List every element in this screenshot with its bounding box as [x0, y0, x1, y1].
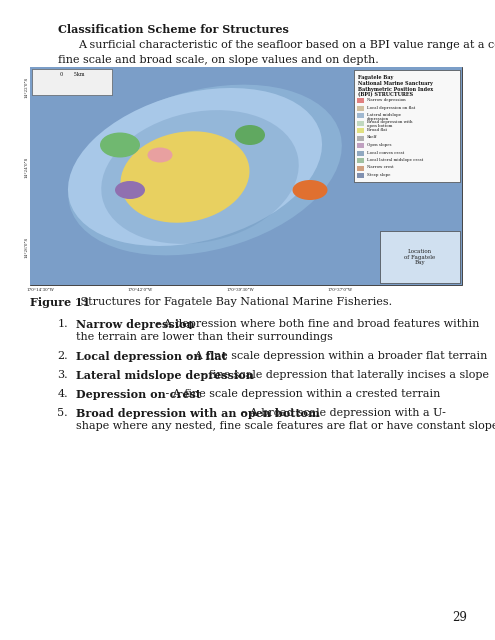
Text: Narrow crest: Narrow crest — [367, 166, 394, 170]
Text: Local convex crest: Local convex crest — [367, 150, 404, 154]
Bar — [357, 136, 364, 141]
Text: Narrow depression: Narrow depression — [367, 98, 405, 102]
Bar — [30, 67, 462, 285]
Text: Lateral midslope depression: Lateral midslope depression — [76, 370, 254, 381]
Text: 14°24'0"S: 14°24'0"S — [24, 156, 28, 178]
Ellipse shape — [293, 180, 328, 200]
Text: 3.: 3. — [57, 370, 68, 380]
Ellipse shape — [101, 110, 299, 244]
Text: Narrow depression: Narrow depression — [76, 319, 195, 330]
Text: Steep slope: Steep slope — [367, 173, 391, 177]
Text: Depression on crest: Depression on crest — [76, 389, 201, 400]
Text: shape where any nested, fine scale features are flat or have constant slope: shape where any nested, fine scale featu… — [76, 421, 495, 431]
Bar — [357, 98, 364, 103]
Bar — [357, 106, 364, 111]
Text: - A broad scale depression with a U-: - A broad scale depression with a U- — [239, 408, 446, 418]
Text: 170°14'30"W: 170°14'30"W — [26, 288, 54, 292]
Text: A surficial characteristic of the seafloor based on a BPI value range at a combi: A surficial characteristic of the seaflo… — [78, 40, 495, 50]
Bar — [357, 173, 364, 178]
Text: Lateral midslope: Lateral midslope — [367, 113, 401, 117]
Bar — [354, 70, 460, 182]
Text: 170°37'0"W: 170°37'0"W — [327, 288, 352, 292]
Text: 5.: 5. — [57, 408, 68, 418]
Text: open bottom: open bottom — [367, 125, 393, 129]
Text: 29: 29 — [452, 611, 467, 624]
Text: fine scale and broad scale, on slope values and on depth.: fine scale and broad scale, on slope val… — [58, 55, 379, 65]
Bar — [357, 150, 364, 156]
Bar — [357, 128, 364, 133]
Text: 0       5km: 0 5km — [60, 72, 84, 77]
Bar — [380, 231, 460, 283]
Bar — [30, 67, 462, 285]
Ellipse shape — [235, 125, 265, 145]
Text: Open slopes: Open slopes — [367, 143, 392, 147]
Bar — [32, 69, 112, 95]
Text: Figure 11: Figure 11 — [30, 297, 90, 308]
Text: Local lateral midslope crest: Local lateral midslope crest — [367, 158, 423, 162]
Text: Classification Scheme for Structures: Classification Scheme for Structures — [58, 24, 289, 35]
Text: Local depression on flat: Local depression on flat — [367, 106, 415, 109]
Text: - A fine scale depression within a crested terrain: - A fine scale depression within a crest… — [162, 389, 440, 399]
Text: Broad depression with: Broad depression with — [367, 120, 412, 125]
Bar — [357, 166, 364, 170]
Bar — [357, 120, 364, 125]
Text: 14°26'0"S: 14°26'0"S — [24, 236, 28, 258]
Text: 170°42'0"W: 170°42'0"W — [127, 288, 152, 292]
Text: Location
of Fagatele
Bay: Location of Fagatele Bay — [404, 249, 436, 266]
Text: - A fine scale depression within a broader flat terrain: - A fine scale depression within a broad… — [185, 351, 488, 361]
Text: depression: depression — [367, 117, 389, 121]
Text: 1.: 1. — [57, 319, 68, 329]
Ellipse shape — [148, 147, 172, 163]
Text: 14°22'0"S: 14°22'0"S — [24, 76, 28, 98]
Text: Broad depression with an open bottom: Broad depression with an open bottom — [76, 408, 320, 419]
Bar — [357, 143, 364, 148]
Text: 4.: 4. — [57, 389, 68, 399]
Text: - A depression where both fine and broad features within: - A depression where both fine and broad… — [153, 319, 479, 329]
Ellipse shape — [68, 84, 342, 255]
Text: Shelf: Shelf — [367, 136, 377, 140]
Ellipse shape — [68, 88, 322, 246]
Bar — [357, 158, 364, 163]
Text: 170°39'30"W: 170°39'30"W — [226, 288, 254, 292]
Text: Local depression on flat: Local depression on flat — [76, 351, 227, 362]
Text: - fine scale depression that laterally incises a slope: - fine scale depression that laterally i… — [198, 370, 489, 380]
Bar — [357, 113, 364, 118]
Text: Fagatele Bay
National Marine Sanctuary
Bathymetric Position Index
(BPI) STRUCTUR: Fagatele Bay National Marine Sanctuary B… — [358, 75, 433, 97]
Ellipse shape — [100, 132, 140, 157]
Text: 2.: 2. — [57, 351, 68, 361]
Ellipse shape — [115, 181, 145, 199]
Text: Broad flat: Broad flat — [367, 128, 387, 132]
Text: the terrain are lower than their surroundings: the terrain are lower than their surroun… — [76, 332, 333, 342]
Text: Structures for Fagatele Bay National Marine Fisheries.: Structures for Fagatele Bay National Mar… — [77, 297, 392, 307]
Ellipse shape — [120, 131, 249, 223]
